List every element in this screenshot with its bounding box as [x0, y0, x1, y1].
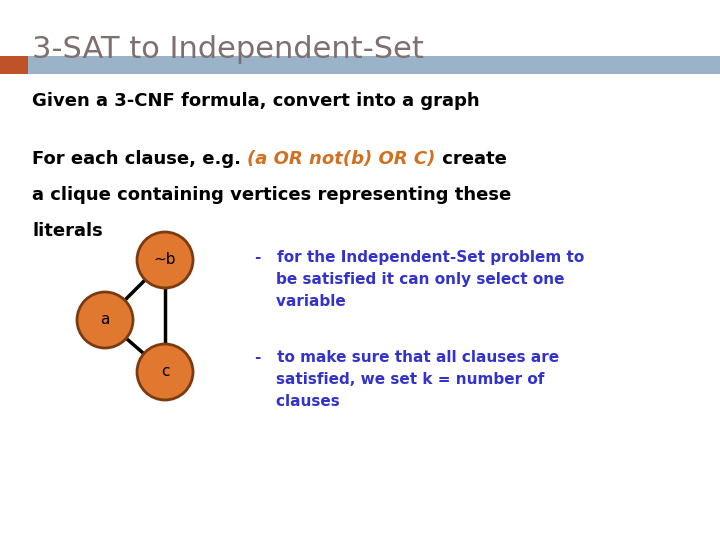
Text: For each clause, e.g.: For each clause, e.g. — [32, 150, 247, 168]
Circle shape — [77, 292, 133, 348]
Text: Given a 3-CNF formula, convert into a graph: Given a 3-CNF formula, convert into a gr… — [32, 92, 480, 110]
Text: -   for the Independent-Set problem to
    be satisfied it can only select one
 : - for the Independent-Set problem to be … — [255, 250, 584, 309]
Text: -   to make sure that all clauses are
    satisfied, we set k = number of
    cl: - to make sure that all clauses are sati… — [255, 350, 559, 409]
Text: a clique containing vertices representing these: a clique containing vertices representin… — [32, 186, 511, 204]
Text: 3-SAT to Independent-Set: 3-SAT to Independent-Set — [32, 35, 424, 64]
Circle shape — [137, 232, 193, 288]
Text: literals: literals — [32, 222, 103, 240]
Bar — [28, 56, 720, 74]
Text: (a OR not(b) OR C): (a OR not(b) OR C) — [247, 150, 436, 168]
Text: c: c — [161, 364, 169, 380]
Text: a: a — [100, 313, 109, 327]
Text: create: create — [436, 150, 506, 168]
Text: ~b: ~b — [154, 253, 176, 267]
Bar — [0, 56, 28, 74]
Circle shape — [137, 344, 193, 400]
